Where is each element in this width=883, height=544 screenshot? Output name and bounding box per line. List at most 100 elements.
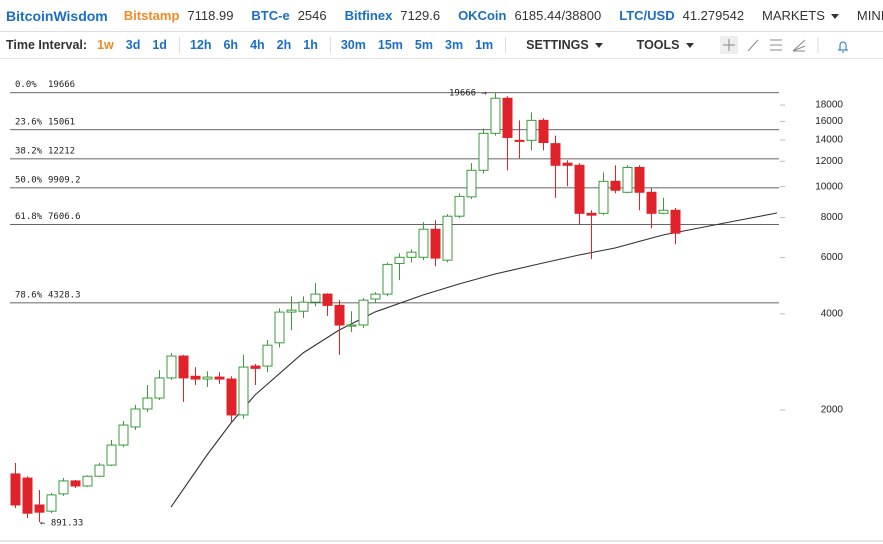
- menu[interactable]: TOOLS: [637, 38, 694, 52]
- interval-button[interactable]: 1w: [97, 38, 114, 52]
- interval-button[interactable]: 4h: [250, 38, 265, 52]
- interval-button[interactable]: 1m: [475, 38, 494, 52]
- caret: [685, 43, 694, 49]
- fib-price: 9909.2: [48, 175, 81, 185]
- exchange-price: 41.279542: [682, 8, 745, 23]
- fan-tool[interactable]: [792, 39, 805, 52]
- candle-body: [34, 504, 45, 513]
- candle-body: [658, 209, 669, 214]
- caret: [830, 14, 839, 20]
- fib-price: 15061: [48, 117, 75, 127]
- candle-body: [430, 228, 441, 259]
- menu[interactable]: MARKETS: [762, 8, 839, 23]
- interval-button[interactable]: 5m: [414, 38, 433, 52]
- candle-body: [466, 169, 477, 198]
- exchange-name[interactable]: Bitfinex: [344, 8, 393, 23]
- candle-body: [10, 473, 21, 506]
- candle-body: [166, 355, 177, 379]
- fib-price: 19666: [48, 80, 75, 90]
- separator: [505, 37, 507, 53]
- y-tick-label: 6000: [821, 252, 844, 263]
- candle-body: [94, 464, 105, 477]
- candle-body: [562, 162, 573, 166]
- candle-body: [202, 376, 213, 380]
- candle-body: [298, 301, 309, 312]
- candle-body: [286, 309, 297, 313]
- candle-body: [370, 293, 381, 300]
- fib-percent: 23.6%: [15, 117, 43, 127]
- y-tick-label: 12000: [815, 156, 843, 167]
- fib-percent: 78.6%: [15, 290, 43, 300]
- candle-body: [598, 180, 609, 214]
- top-bar: BitcoinWisdom Bitstamp 7118.99 BTC-e 2546 Bit…: [0, 0, 883, 32]
- candle-body: [478, 132, 489, 171]
- candle-body: [526, 119, 537, 141]
- fib-tool[interactable]: [769, 39, 782, 51]
- exchange-price: 7118.99: [187, 8, 234, 23]
- interval-label: Time Interval:: [6, 38, 88, 52]
- fib-percent: 0.0%: [15, 80, 37, 90]
- candle-body: [250, 365, 261, 369]
- candle-body: [490, 97, 501, 134]
- alert-icon[interactable]: [837, 41, 848, 53]
- exchange-name[interactable]: OKCoin: [458, 8, 507, 23]
- candle-body: [586, 212, 597, 216]
- y-tick-label: 16000: [815, 116, 843, 127]
- menu[interactable]: MINING: [856, 8, 883, 23]
- interval-button[interactable]: 15m: [377, 38, 403, 52]
- candle-body: [154, 377, 165, 399]
- exchange-price: 7129.6: [400, 8, 441, 23]
- fib-price: 4328.3: [48, 290, 81, 300]
- exchange-name[interactable]: BTC-e: [251, 8, 290, 23]
- candle-body: [238, 366, 249, 416]
- candle-body: [274, 311, 285, 344]
- interval-button[interactable]: 30m: [340, 38, 366, 52]
- candle-body: [22, 477, 33, 514]
- y-tick-label: 2000: [821, 405, 844, 416]
- interval-button[interactable]: 3d: [125, 38, 141, 52]
- candle-body: [382, 263, 393, 295]
- fib-percent: 61.8%: [15, 212, 43, 222]
- candle-body: [346, 324, 357, 327]
- candle-body: [82, 475, 93, 487]
- low-annotation: ← 891.33: [40, 519, 83, 529]
- candle-body: [178, 355, 189, 379]
- candle-body: [118, 424, 129, 446]
- interval-button[interactable]: 3m: [445, 38, 464, 52]
- candle-body: [646, 191, 657, 214]
- candle-body: [58, 480, 69, 495]
- candle-body: [442, 215, 453, 261]
- candle-body: [262, 344, 273, 367]
- candle-body: [622, 166, 633, 193]
- line-tool[interactable]: [747, 39, 758, 52]
- candle-body: [214, 376, 225, 380]
- candle-body: [130, 408, 141, 428]
- interval-button[interactable]: 6h: [223, 38, 239, 52]
- fib-price: 12212: [48, 146, 75, 156]
- exchange-name[interactable]: LTC/USD: [619, 8, 675, 23]
- fib-price: 7606.6: [48, 212, 81, 222]
- tool-icons[interactable]: [718, 35, 858, 55]
- candle-body: [70, 480, 81, 487]
- candle-body: [334, 304, 345, 326]
- candle-body: [142, 397, 153, 410]
- interval-button[interactable]: 12h: [189, 38, 212, 52]
- separator: [178, 37, 180, 53]
- candle-body: [670, 209, 681, 234]
- moving-average-curve: [170, 212, 778, 508]
- interval-button[interactable]: 2h: [276, 38, 292, 52]
- y-tick-label: 8000: [821, 212, 844, 223]
- interval-button[interactable]: 1h: [303, 38, 318, 52]
- menu[interactable]: SETTINGS: [526, 38, 603, 52]
- crosshair-icon: [722, 39, 735, 51]
- candle-body: [574, 164, 585, 214]
- y-tick-label: 10000: [815, 181, 843, 192]
- exchange-name[interactable]: Bitstamp: [123, 8, 180, 23]
- candle-body: [634, 166, 645, 193]
- logo[interactable]: BitcoinWisdom: [6, 7, 108, 24]
- candle-body: [514, 139, 525, 142]
- separator: [329, 37, 331, 53]
- interval-button[interactable]: 1d: [152, 38, 167, 52]
- candle-body: [610, 180, 621, 191]
